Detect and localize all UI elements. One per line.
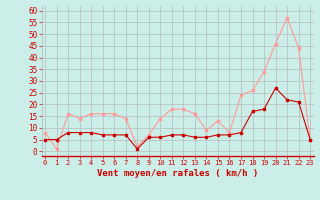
X-axis label: Vent moyen/en rafales ( km/h ): Vent moyen/en rafales ( km/h ) [97, 169, 258, 178]
